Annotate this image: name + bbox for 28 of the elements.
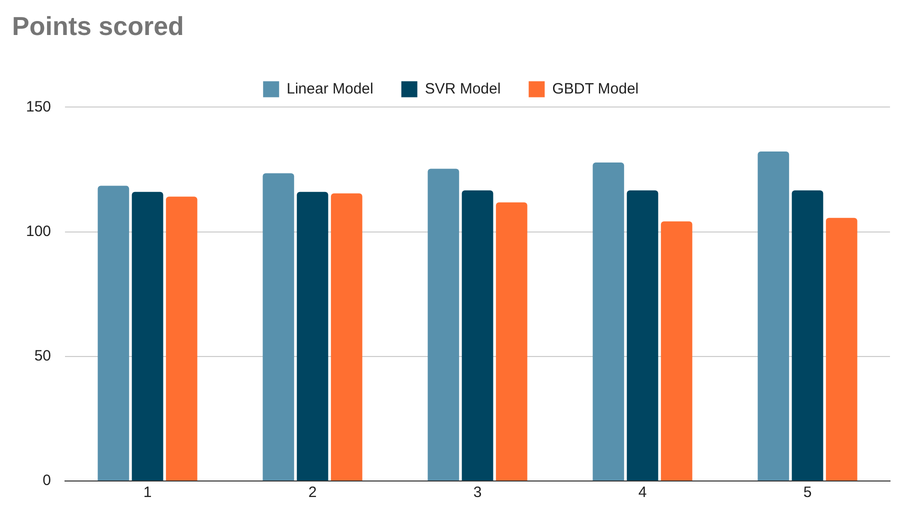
legend-label: SVR Model [424, 80, 501, 98]
legend-label: Linear Model [286, 80, 374, 98]
x-tick-label: 1 [143, 484, 152, 502]
legend-label: GBDT Model [552, 80, 639, 98]
bar [758, 152, 790, 480]
bar [462, 190, 494, 480]
x-tick-label: 5 [803, 484, 812, 502]
bar [592, 162, 624, 480]
bar [262, 173, 294, 480]
bar [626, 190, 658, 480]
x-tick-label: 2 [308, 484, 317, 502]
bar [166, 196, 198, 480]
chart-title: Points scored [12, 10, 184, 41]
bar [496, 202, 528, 480]
x-tick-label: 3 [473, 484, 482, 502]
bar [98, 186, 130, 480]
bar [330, 193, 362, 480]
bar [660, 221, 692, 480]
y-tick-label: 0 [42, 472, 52, 490]
y-tick-label: 150 [26, 98, 52, 116]
bar [826, 218, 858, 480]
bar [296, 192, 328, 480]
bar [132, 192, 164, 480]
y-tick-label: 100 [26, 222, 52, 240]
bar [792, 190, 824, 480]
x-tick-label: 4 [638, 484, 647, 502]
bar [428, 168, 460, 480]
y-tick-label: 50 [34, 348, 52, 365]
